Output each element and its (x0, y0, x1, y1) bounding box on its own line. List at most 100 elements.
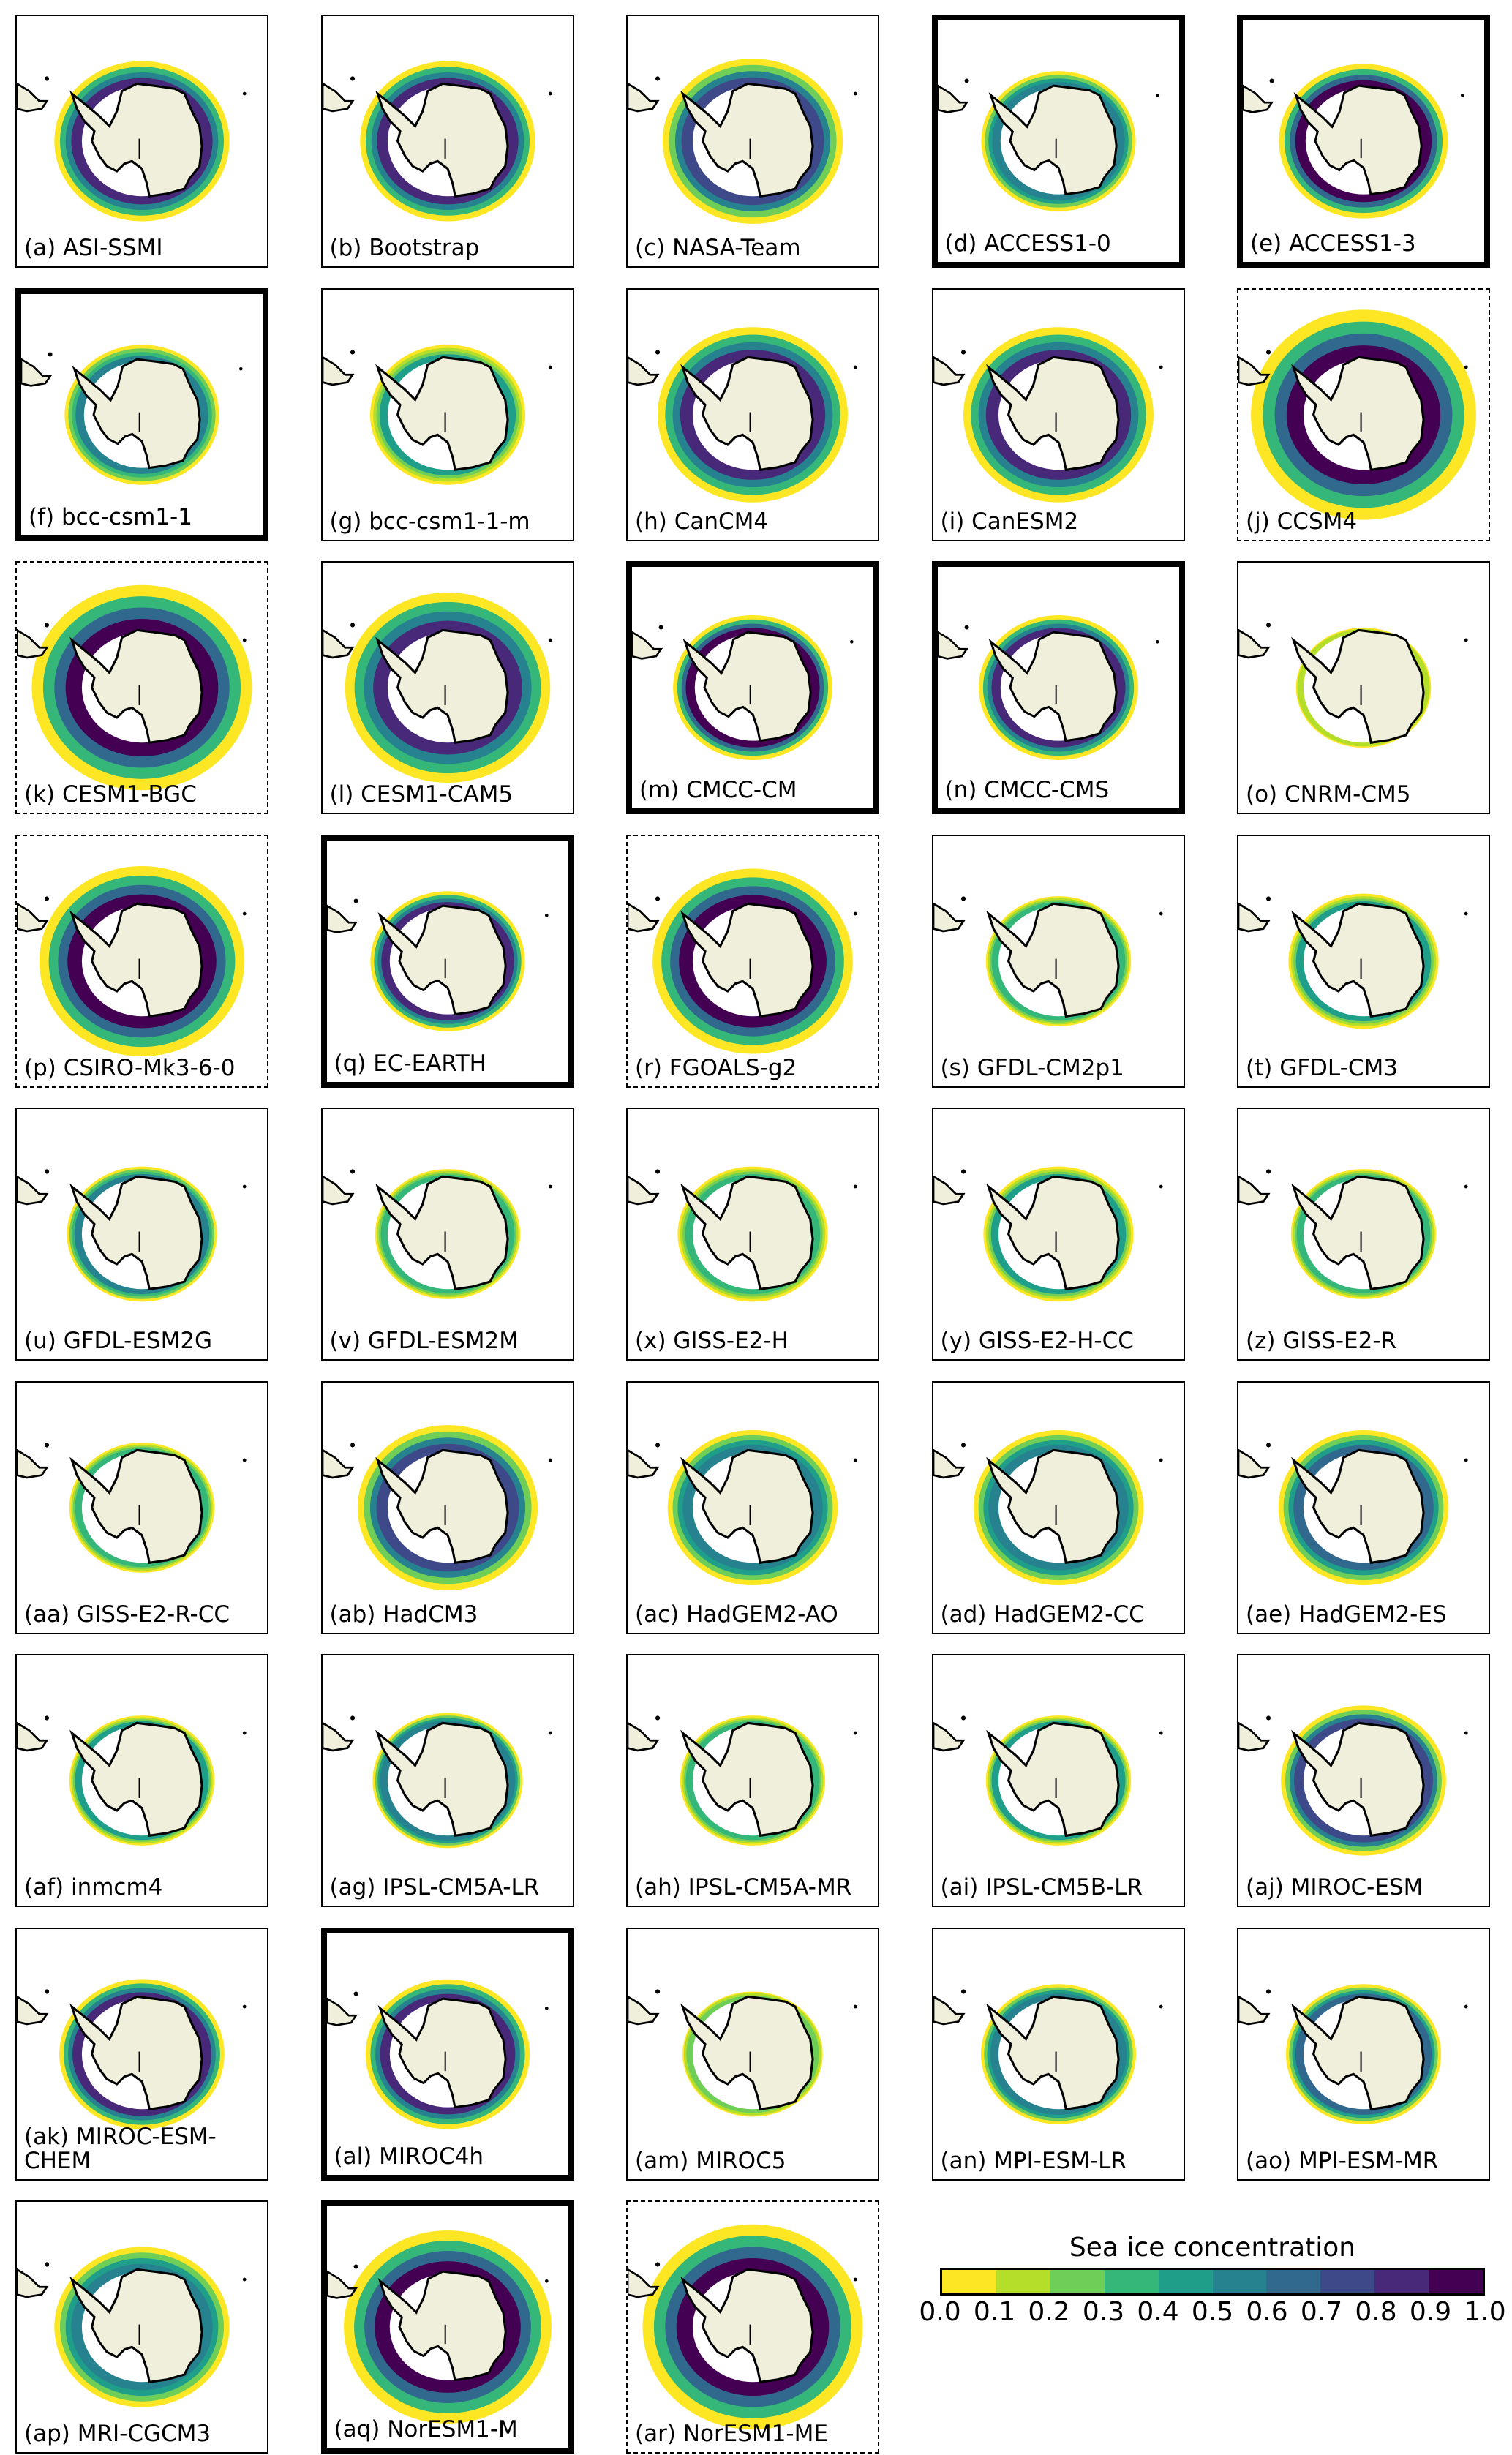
map-panel: (ac) HadGEM2-AO (626, 1380, 879, 1634)
map-panel: (n) CMCC-CMS (931, 561, 1185, 814)
panel-label: (aj) MIROC-ESM (1246, 1874, 1423, 1901)
south-america-landmass (21, 358, 53, 387)
antarctica-landmass (680, 1721, 814, 1837)
map-panel: (b) Bootstrap (320, 15, 574, 268)
sea-ice-map (17, 1978, 247, 2129)
panel-label: (l) CESM1-CAM5 (329, 781, 514, 808)
map-panel: (ao) MPI-ESM-MR (1237, 1927, 1490, 2181)
south-america-landmass (1238, 356, 1271, 386)
panel-label: (ae) HadGEM2-ES (1246, 1601, 1447, 1628)
south-america-landmass (17, 628, 49, 659)
panel-label: (z) GISS-E2-R (1246, 1328, 1397, 1355)
sea-ice-map (933, 1715, 1163, 1846)
sea-ice-map (17, 584, 252, 791)
sea-ice-map (17, 1715, 247, 1846)
panel-label: (ah) IPSL-CM5A-MR (635, 1874, 852, 1901)
map-panel: (j) CCSM4 (1237, 287, 1490, 541)
antarctica-landmass (1291, 902, 1425, 1018)
panel-label: (d) ACCESS1-0 (944, 230, 1111, 257)
sea-ice-map (322, 1424, 552, 1590)
map-panel: (a) ASI-SSMI (15, 15, 268, 268)
antarctica-landmass (375, 1721, 509, 1837)
panel-label: (ai) IPSL-CM5B-LR (940, 1874, 1143, 1901)
colorbar-title: Sea ice concentration (1069, 2233, 1356, 2263)
map-panel: (f) bcc-csm1-1 (15, 287, 268, 541)
map-panel: (c) NASA-Team (626, 15, 879, 268)
antarctica-landmass (1291, 1448, 1425, 1564)
sea-ice-map (322, 1713, 552, 1849)
south-america-landmass (937, 84, 968, 113)
panel-label: (aa) GISS-E2-R-CC (24, 1601, 230, 1628)
antarctica-landmass (1291, 628, 1425, 744)
map-panel: (al) MIROC4h (320, 1927, 574, 2181)
map-panel: (ad) HadGEM2-CC (931, 1380, 1185, 1634)
antarctica-landmass (69, 902, 203, 1018)
antarctica-landmass (69, 1175, 203, 1290)
sea-ice-map (632, 615, 854, 760)
sea-ice-map (933, 895, 1163, 1026)
sea-ice-map (1238, 893, 1468, 1029)
panel-label: (v) GFDL-ESM2M (329, 1328, 519, 1355)
south-america-landmass (17, 82, 49, 113)
sea-ice-map (322, 1169, 552, 1299)
panel-label: (ac) HadGEM2-AO (635, 1601, 838, 1628)
south-america-landmass (1238, 1448, 1271, 1478)
antarctica-landmass (985, 902, 1120, 1018)
antarctica-landmass (680, 1175, 814, 1290)
sea-ice-map (1238, 1429, 1468, 1585)
map-panel: (z) GISS-E2-R (1237, 1108, 1490, 1361)
panel-label: (x) GISS-E2-H (635, 1328, 789, 1355)
south-america-landmass (326, 1997, 358, 2026)
sea-ice-map (322, 344, 552, 485)
map-panel: (s) GFDL-CM2p1 (931, 834, 1185, 1088)
sea-ice-map (628, 868, 857, 1054)
antarctica-landmass (377, 1997, 507, 2108)
antarctica-landmass (69, 628, 203, 744)
colorbar-tick-label: 0.1 (973, 2297, 1016, 2327)
map-panel: (ai) IPSL-CM5B-LR (931, 1654, 1185, 1907)
south-america-landmass (322, 82, 355, 113)
south-america-landmass (933, 1448, 966, 1478)
south-america-landmass (937, 631, 968, 660)
antarctica-landmass (1291, 1995, 1425, 2110)
sea-ice-map (326, 890, 549, 1031)
colorbar-segment (1158, 2270, 1213, 2293)
map-panel: (an) MPI-ESM-LR (931, 1927, 1185, 2181)
south-america-landmass (326, 2270, 358, 2299)
sea-ice-map (933, 1983, 1163, 2124)
colorbar-segment (1429, 2270, 1483, 2293)
panel-label: (b) Bootstrap (329, 235, 480, 262)
map-panel: (l) CESM1-CAM5 (320, 561, 574, 814)
sea-ice-map (17, 1166, 247, 1302)
south-america-landmass (1243, 84, 1274, 113)
panel-label: (ag) IPSL-CM5A-LR (329, 1874, 540, 1901)
colorbar-segment (1320, 2270, 1375, 2293)
antarctica-landmass (375, 82, 509, 198)
panel-label: (ak) MIROC-ESM-CHEM (24, 2124, 217, 2174)
south-america-landmass (628, 1448, 660, 1478)
colorbar-segment (1374, 2270, 1429, 2293)
panel-label: (y) GISS-E2-H-CC (940, 1328, 1134, 1355)
antarctica-landmass (985, 1448, 1120, 1564)
map-panel: (aq) NorESM1-M (320, 2200, 574, 2454)
antarctica-landmass (985, 1721, 1120, 1837)
antarctica-landmass (69, 1721, 203, 1837)
antarctica-landmass (69, 2268, 203, 2383)
south-america-landmass (1238, 628, 1271, 659)
sea-ice-map (17, 1442, 247, 1573)
panel-label: (af) inmcm4 (24, 1874, 163, 1901)
panel-label: (ad) HadGEM2-CC (940, 1601, 1145, 1628)
map-panel: (k) CESM1-BGC (15, 561, 268, 814)
map-panel: (m) CMCC-CM (626, 561, 879, 814)
sea-ice-map (1238, 1983, 1468, 2124)
south-america-landmass (1238, 1175, 1271, 1206)
colorbar-segment (942, 2270, 996, 2293)
antarctica-landmass (72, 358, 201, 469)
map-panel: (ah) IPSL-CM5A-MR (626, 1654, 879, 1907)
south-america-landmass (628, 1175, 660, 1206)
sea-ice-map (1238, 309, 1476, 520)
colorbar-segment (1266, 2270, 1321, 2293)
panel-label: (n) CMCC-CMS (944, 777, 1110, 804)
sea-ice-map (1238, 1169, 1468, 1299)
antarctica-landmass (985, 1995, 1120, 2110)
